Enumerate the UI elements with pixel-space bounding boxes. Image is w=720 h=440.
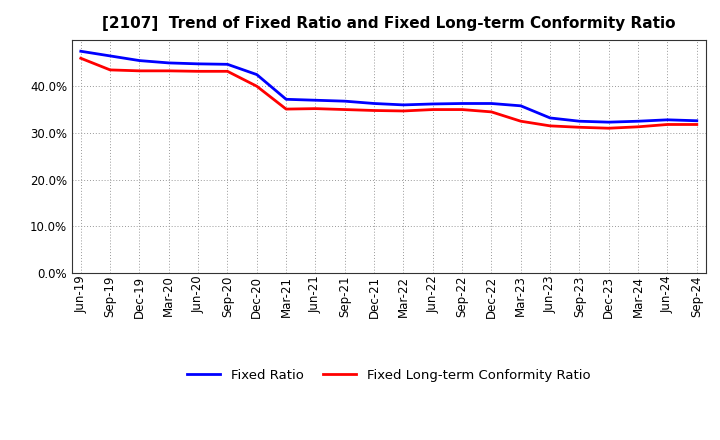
Fixed Ratio bbox=[663, 117, 672, 122]
Fixed Long-term Conformity Ratio bbox=[428, 107, 437, 112]
Fixed Long-term Conformity Ratio bbox=[135, 68, 144, 73]
Fixed Ratio bbox=[253, 72, 261, 77]
Fixed Ratio bbox=[693, 118, 701, 123]
Fixed Ratio bbox=[546, 115, 554, 121]
Line: Fixed Ratio: Fixed Ratio bbox=[81, 51, 697, 122]
Fixed Ratio bbox=[399, 102, 408, 107]
Fixed Long-term Conformity Ratio bbox=[164, 68, 173, 73]
Fixed Long-term Conformity Ratio bbox=[282, 106, 290, 112]
Fixed Ratio bbox=[458, 101, 467, 106]
Fixed Long-term Conformity Ratio bbox=[458, 107, 467, 112]
Fixed Long-term Conformity Ratio bbox=[341, 107, 349, 112]
Fixed Long-term Conformity Ratio bbox=[546, 123, 554, 128]
Fixed Long-term Conformity Ratio bbox=[76, 55, 85, 61]
Fixed Ratio bbox=[311, 98, 320, 103]
Fixed Long-term Conformity Ratio bbox=[634, 124, 642, 129]
Fixed Ratio bbox=[135, 58, 144, 63]
Title: [2107]  Trend of Fixed Ratio and Fixed Long-term Conformity Ratio: [2107] Trend of Fixed Ratio and Fixed Lo… bbox=[102, 16, 675, 32]
Fixed Long-term Conformity Ratio bbox=[106, 67, 114, 73]
Fixed Long-term Conformity Ratio bbox=[663, 122, 672, 127]
Fixed Long-term Conformity Ratio bbox=[575, 125, 584, 130]
Fixed Ratio bbox=[341, 99, 349, 104]
Fixed Long-term Conformity Ratio bbox=[223, 69, 232, 74]
Fixed Long-term Conformity Ratio bbox=[487, 109, 496, 114]
Fixed Ratio bbox=[370, 101, 379, 106]
Fixed Ratio bbox=[428, 101, 437, 106]
Fixed Ratio bbox=[106, 53, 114, 59]
Fixed Long-term Conformity Ratio bbox=[516, 118, 525, 124]
Fixed Ratio bbox=[76, 48, 85, 54]
Fixed Long-term Conformity Ratio bbox=[605, 125, 613, 131]
Fixed Ratio bbox=[634, 118, 642, 124]
Fixed Long-term Conformity Ratio bbox=[370, 108, 379, 113]
Fixed Ratio bbox=[164, 60, 173, 66]
Fixed Ratio bbox=[282, 97, 290, 102]
Legend: Fixed Ratio, Fixed Long-term Conformity Ratio: Fixed Ratio, Fixed Long-term Conformity … bbox=[182, 364, 595, 388]
Fixed Ratio bbox=[223, 62, 232, 67]
Fixed Long-term Conformity Ratio bbox=[399, 108, 408, 114]
Fixed Long-term Conformity Ratio bbox=[311, 106, 320, 111]
Fixed Ratio bbox=[605, 120, 613, 125]
Fixed Long-term Conformity Ratio bbox=[194, 69, 202, 74]
Fixed Ratio bbox=[516, 103, 525, 109]
Fixed Ratio bbox=[575, 118, 584, 124]
Line: Fixed Long-term Conformity Ratio: Fixed Long-term Conformity Ratio bbox=[81, 58, 697, 128]
Fixed Long-term Conformity Ratio bbox=[693, 122, 701, 127]
Fixed Ratio bbox=[487, 101, 496, 106]
Fixed Long-term Conformity Ratio bbox=[253, 84, 261, 89]
Fixed Ratio bbox=[194, 61, 202, 66]
